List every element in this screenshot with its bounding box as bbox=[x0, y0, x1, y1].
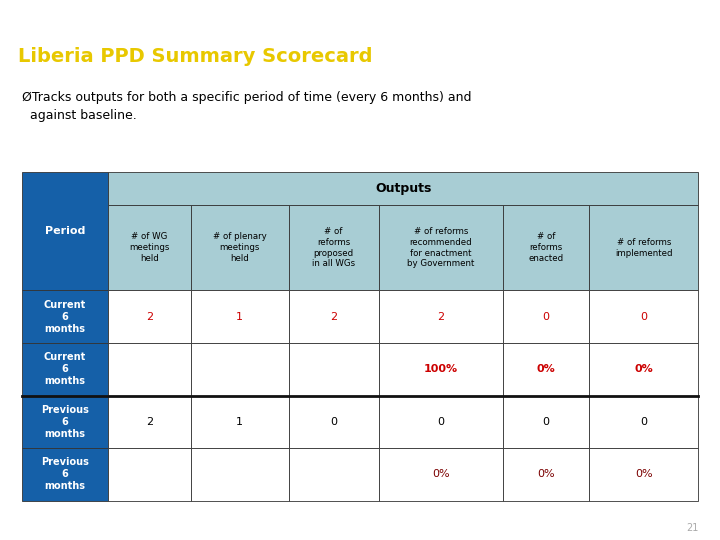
Text: Current
6
months: Current 6 months bbox=[44, 300, 86, 334]
Bar bbox=[379, 291, 503, 343]
Text: Current
6
months: Current 6 months bbox=[44, 352, 86, 386]
Bar bbox=[590, 448, 698, 501]
Bar bbox=[503, 205, 590, 291]
Text: 21: 21 bbox=[686, 523, 698, 533]
Bar bbox=[590, 343, 698, 395]
Bar bbox=[503, 291, 590, 343]
Bar bbox=[379, 448, 503, 501]
Text: ØTracks outputs for both a specific period of time (every 6 months) and
  agains: ØTracks outputs for both a specific peri… bbox=[22, 91, 471, 122]
Bar bbox=[108, 291, 191, 343]
Bar bbox=[191, 343, 289, 395]
Bar bbox=[289, 343, 379, 395]
Text: 1: 1 bbox=[236, 417, 243, 427]
Bar bbox=[191, 291, 289, 343]
Bar bbox=[590, 205, 698, 291]
Text: Previous
6
months: Previous 6 months bbox=[41, 457, 89, 491]
Text: 2: 2 bbox=[146, 312, 153, 322]
Bar bbox=[289, 205, 379, 291]
Text: 0: 0 bbox=[543, 312, 549, 322]
Text: # of
reforms
proposed
in all WGs: # of reforms proposed in all WGs bbox=[312, 227, 355, 268]
Bar bbox=[108, 448, 191, 501]
Text: 0%: 0% bbox=[432, 469, 450, 480]
Text: 0%: 0% bbox=[537, 469, 555, 480]
Bar bbox=[22, 172, 108, 291]
Text: Previous
6
months: Previous 6 months bbox=[41, 405, 89, 439]
Text: 100%: 100% bbox=[424, 364, 458, 374]
Bar bbox=[108, 205, 191, 291]
Bar bbox=[22, 343, 108, 395]
Text: 0%: 0% bbox=[634, 364, 653, 374]
Bar bbox=[590, 291, 698, 343]
Text: 1: 1 bbox=[236, 312, 243, 322]
Text: Period: Period bbox=[45, 226, 85, 237]
Text: Outputs: Outputs bbox=[375, 182, 431, 195]
Bar bbox=[108, 172, 698, 205]
Bar bbox=[289, 395, 379, 448]
Bar bbox=[191, 395, 289, 448]
Text: 0: 0 bbox=[640, 417, 647, 427]
Bar bbox=[379, 395, 503, 448]
Text: 2: 2 bbox=[437, 312, 444, 322]
Bar bbox=[289, 448, 379, 501]
Text: 2: 2 bbox=[330, 312, 337, 322]
Text: Liberia PPD Summary Scorecard: Liberia PPD Summary Scorecard bbox=[18, 47, 372, 66]
Bar bbox=[191, 448, 289, 501]
Text: 0: 0 bbox=[543, 417, 549, 427]
Bar bbox=[22, 395, 108, 448]
Bar bbox=[191, 205, 289, 291]
Text: 0%: 0% bbox=[536, 364, 556, 374]
Bar bbox=[503, 343, 590, 395]
Text: 0: 0 bbox=[330, 417, 337, 427]
Text: 0: 0 bbox=[640, 312, 647, 322]
Bar bbox=[108, 343, 191, 395]
Text: # of reforms
implemented: # of reforms implemented bbox=[615, 238, 672, 258]
Text: 0: 0 bbox=[437, 417, 444, 427]
Bar bbox=[289, 291, 379, 343]
Text: # of WG
meetings
held: # of WG meetings held bbox=[130, 232, 170, 263]
Bar bbox=[22, 448, 108, 501]
Bar bbox=[379, 343, 503, 395]
Text: # of
reforms
enacted: # of reforms enacted bbox=[528, 232, 564, 263]
Bar bbox=[22, 291, 108, 343]
Bar bbox=[108, 395, 191, 448]
Bar bbox=[503, 448, 590, 501]
Text: 0%: 0% bbox=[635, 469, 653, 480]
Bar bbox=[379, 205, 503, 291]
Text: # of plenary
meetings
held: # of plenary meetings held bbox=[213, 232, 266, 263]
Text: 2: 2 bbox=[146, 417, 153, 427]
Bar bbox=[503, 395, 590, 448]
Text: # of reforms
recommended
for enactment
by Government: # of reforms recommended for enactment b… bbox=[407, 227, 474, 268]
Bar bbox=[590, 395, 698, 448]
